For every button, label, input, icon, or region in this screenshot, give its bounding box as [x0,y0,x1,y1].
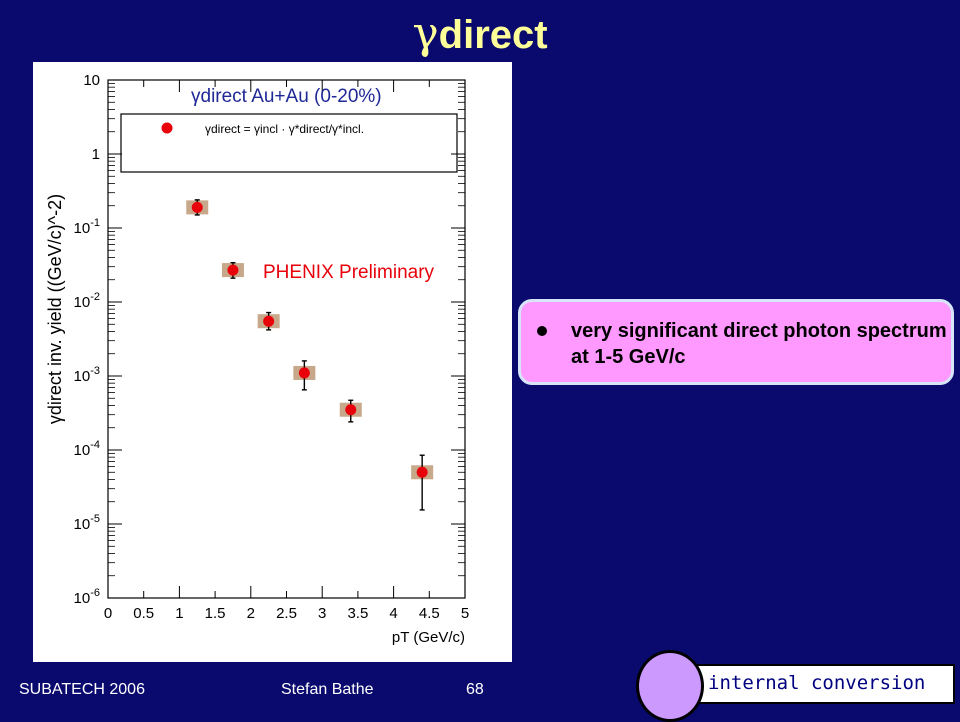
bullet-box: very significant direct photon spectrum … [518,299,954,385]
title-gamma-symbol: γ [412,8,439,59]
footer-conference: SUBATECH 2006 [19,681,145,698]
data-point-3 [257,311,280,331]
y-tick-label: 10-5 [74,513,100,533]
internal-conversion-button[interactable]: internal conversion [696,664,955,704]
data-marker [298,367,310,379]
data-point-1 [186,199,209,216]
data-marker [227,264,239,276]
data-marker [263,315,275,327]
y-axis-label: γdirect inv. yield ((GeV/c)^-2) [45,194,65,424]
x-tick-label: 2.5 [276,605,297,622]
x-tick-label: 3.5 [347,605,368,622]
x-tick-label: 1 [175,605,183,622]
x-tick-label: 3 [318,605,326,622]
bullet-text: very significant direct photon spectrum … [571,320,947,368]
action-circle-button[interactable] [636,650,704,722]
y-tick-label: 10-2 [74,291,100,311]
x-tick-label: 0.5 [133,605,154,622]
footer-page-number: 68 [466,681,484,698]
x-tick-label: 4.5 [419,605,440,622]
legend-entry: γdirect = γincl · γ*direct/γ*incl. [205,122,364,136]
x-tick-label: 0 [104,605,112,622]
direct-photon-spectrum-chart: 0 0.5 1 1.5 2 2.5 3 3.5 4 4.5 5 10-6 10-5 10-4 10-3 10-… [45,72,469,646]
legend-box [120,113,458,173]
internal-conversion-label: internal conversion [708,672,926,694]
y-tick-label: 10-4 [74,439,100,459]
chart-title: γdirect Au+Au (0-20%) [191,86,382,107]
data-marker [191,201,203,213]
bullet-point [537,326,547,336]
title-text: direct [438,13,548,57]
data-point-4 [293,360,316,391]
footer-author: Stefan Bathe [281,681,374,698]
slide-title: γdirect [0,8,960,61]
data-point-5 [339,399,362,423]
data-marker [345,404,357,416]
x-tick-label: 1.5 [205,605,226,622]
legend-marker [161,122,173,134]
y-tick-label: 10-6 [74,587,100,607]
x-tick-label: 4 [389,605,397,622]
data-marker [416,466,428,478]
data-point-6 [411,454,434,511]
plot-panel: 0 0.5 1 1.5 2 2.5 3 3.5 4 4.5 5 10-6 10-5 10-4 10-3 10-… [33,62,512,662]
y-tick-label: 10-3 [74,365,100,385]
data-point-2 [221,261,244,279]
x-tick-label: 2 [247,605,255,622]
y-tick-label: 10 [83,72,100,89]
y-tick-label: 1 [92,146,100,163]
y-tick-label: 10-1 [74,217,100,237]
x-tick-label: 5 [461,605,469,622]
x-axis-label: pT (GeV/c) [392,629,465,646]
phenix-preliminary-label: PHENIX Preliminary [263,262,435,283]
plot-frame [107,79,466,599]
